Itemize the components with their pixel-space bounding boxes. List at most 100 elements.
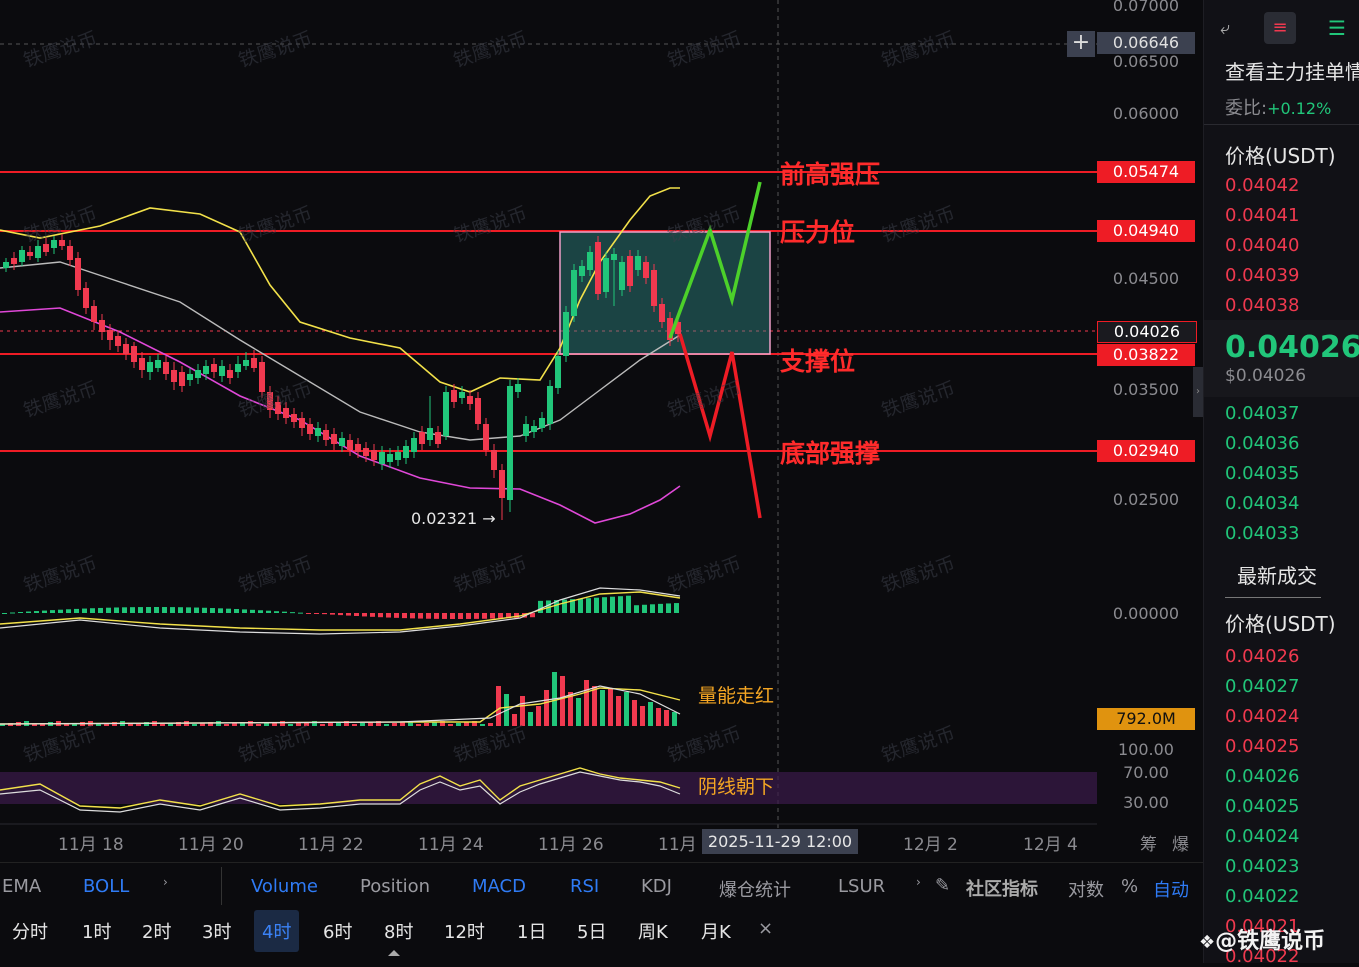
macd-bar: [610, 596, 615, 613]
trade-row[interactable]: 0.04025: [1225, 796, 1300, 817]
chart-area[interactable]: 铁鹰说币 铁鹰说币 铁鹰说币 铁鹰说币 铁鹰说币 铁鹰说币 铁鹰说币 铁鹰说币 …: [0, 0, 1203, 860]
macd-bar: [106, 607, 111, 613]
volume-bar: [592, 686, 597, 726]
trade-row[interactable]: 0.04023: [1225, 856, 1300, 877]
auto-scale-toggle[interactable]: 自动: [1153, 880, 1189, 901]
volume-bar: [528, 712, 533, 726]
timeframe-tab[interactable]: 8时: [384, 922, 414, 943]
chip-distribution-icon[interactable]: 筹: [1140, 835, 1157, 855]
trade-row[interactable]: 0.04026: [1225, 646, 1300, 667]
ask-price[interactable]: 0.04042: [1225, 175, 1300, 196]
indicator-liquidation[interactable]: 爆仓统计: [719, 880, 791, 901]
indicator-volume[interactable]: Volume: [251, 876, 318, 897]
macd-bar: [538, 600, 543, 613]
ask-price[interactable]: 0.04041: [1225, 205, 1300, 226]
trade-row[interactable]: 0.04025: [1225, 736, 1300, 757]
candle-body: [195, 370, 201, 378]
volume-bar: [168, 723, 173, 726]
timeframe-tab[interactable]: 3时: [202, 922, 232, 943]
orderbook-mode-icon[interactable]: ≡: [1264, 12, 1296, 44]
chart-mode-icon[interactable]: ⤶: [1220, 18, 1231, 39]
candle-body: [531, 426, 537, 432]
macd-bar: [370, 613, 375, 617]
volume-bar: [608, 688, 613, 726]
more-indicators-chevron[interactable]: ›: [163, 875, 168, 889]
macd-bar: [642, 604, 647, 613]
trade-row[interactable]: 0.04026: [1225, 766, 1300, 787]
timeframe-tab[interactable]: 月K: [701, 922, 731, 943]
community-indicators-button[interactable]: 社区指标: [966, 879, 1038, 900]
bid-price[interactable]: 0.04035: [1225, 463, 1300, 484]
more-indicators-chevron[interactable]: ›: [916, 875, 921, 889]
macd-bar: [474, 613, 479, 619]
indicator-position[interactable]: Position: [360, 876, 431, 897]
macd-bar: [450, 613, 455, 619]
candle-body: [379, 452, 385, 464]
volume-bar: [320, 724, 325, 726]
trade-row[interactable]: 0.04027: [1225, 676, 1300, 697]
macd-bar: [634, 605, 639, 613]
volume-bar: [192, 724, 197, 726]
volume-bar: [352, 724, 357, 726]
time-axis-label: 11月 20: [178, 835, 244, 855]
community-indicator-icon[interactable]: ✎: [935, 875, 951, 896]
ask-price[interactable]: 0.04040: [1225, 235, 1300, 256]
trade-row[interactable]: 0.04022: [1225, 886, 1300, 907]
macd-bar: [330, 613, 335, 615]
crosshair-add-button[interactable]: +: [1067, 31, 1095, 57]
indicator-lsur[interactable]: LSUR: [838, 876, 886, 897]
volume-bar: [472, 721, 477, 726]
close-icon[interactable]: ×: [758, 918, 774, 939]
indicator-ema[interactable]: EMA: [2, 876, 42, 897]
indicator-toolbar: EMA BOLL › Volume Position MACD RSI KDJ …: [0, 862, 1203, 909]
order-book-title[interactable]: 查看主力挂单情: [1225, 60, 1359, 84]
macd-bar: [434, 613, 439, 619]
macd-bar: [194, 607, 199, 613]
macd-bar: [122, 607, 127, 613]
trade-row[interactable]: 0.04021: [1225, 916, 1300, 937]
bid-price[interactable]: 0.04034: [1225, 493, 1300, 514]
macd-bar: [362, 613, 367, 617]
macd-bar: [10, 612, 15, 614]
latest-trades-tab[interactable]: 最新成交: [1237, 564, 1317, 588]
liquidation-icon[interactable]: 爆: [1172, 835, 1189, 855]
timeframe-tab[interactable]: 周K: [638, 922, 668, 943]
trade-row[interactable]: 0.04024: [1225, 826, 1300, 847]
timeframe-tab[interactable]: 2时: [142, 922, 172, 943]
panel-collapse-handle[interactable]: ›: [1193, 367, 1203, 417]
timeframe-tab-active[interactable]: 4时: [254, 910, 300, 952]
ask-price[interactable]: 0.04038: [1225, 295, 1300, 316]
trade-row[interactable]: 0.04024: [1225, 706, 1300, 727]
timeframe-tab[interactable]: 分时: [12, 922, 48, 943]
timeframe-tab[interactable]: 6时: [323, 922, 353, 943]
macd-bar: [26, 611, 31, 613]
timeframe-tab[interactable]: 5日: [577, 922, 607, 943]
macd-dif-line: [0, 587, 681, 635]
macd-bar: [290, 612, 295, 614]
indicator-boll[interactable]: BOLL: [83, 876, 130, 897]
volume-note: 量能走红: [698, 685, 775, 707]
indicator-macd[interactable]: MACD: [472, 876, 526, 897]
ask-price[interactable]: 0.04039: [1225, 265, 1300, 286]
percent-scale-toggle[interactable]: %: [1121, 876, 1139, 897]
volume-bar: [128, 724, 133, 726]
timeframe-tab[interactable]: 1时: [82, 922, 112, 943]
candle-body: [43, 244, 49, 252]
time-axis-label: 11月 22: [298, 835, 364, 855]
macd-bar: [298, 612, 303, 614]
bid-price[interactable]: 0.04036: [1225, 433, 1300, 454]
indicator-kdj[interactable]: KDJ: [641, 876, 672, 897]
crosshair-price-tag: 0.06646: [1097, 32, 1195, 54]
list-mode-icon[interactable]: ☰: [1328, 16, 1346, 40]
trade-row[interactable]: 0.04022: [1225, 946, 1300, 967]
macd-bar: [242, 609, 247, 613]
indicator-rsi[interactable]: RSI: [570, 876, 600, 897]
bid-price[interactable]: 0.04033: [1225, 523, 1300, 544]
candle-body: [467, 396, 473, 404]
timeframe-tab[interactable]: 1日: [517, 922, 547, 943]
candle-body: [411, 438, 417, 452]
log-scale-toggle[interactable]: 对数: [1068, 880, 1104, 901]
timeframe-tab[interactable]: 12时: [444, 922, 485, 943]
bid-price[interactable]: 0.04037: [1225, 403, 1300, 424]
candlestick-chart[interactable]: [0, 0, 1200, 860]
